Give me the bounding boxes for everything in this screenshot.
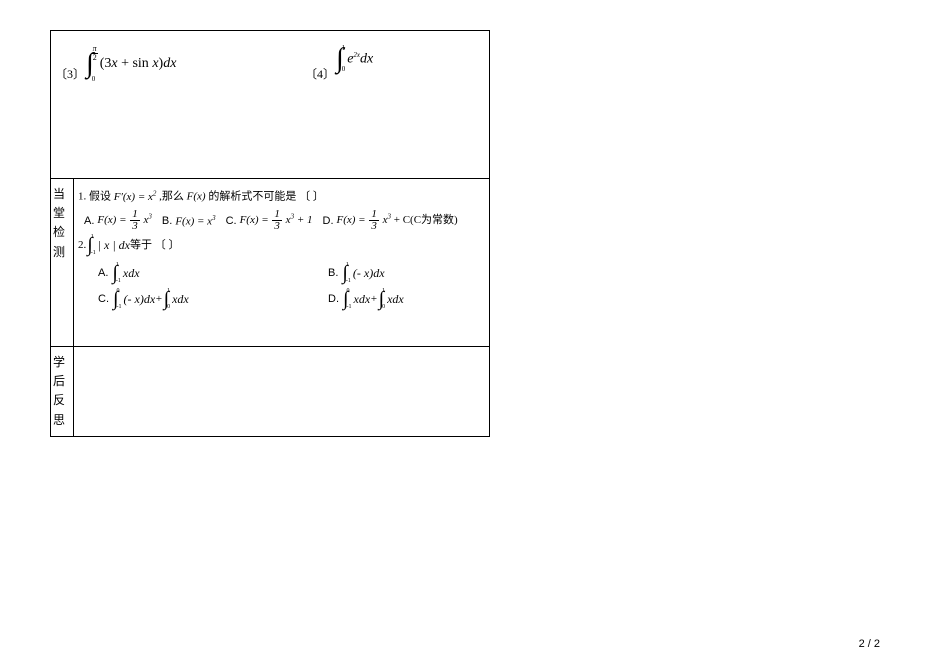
- q2-opt-a: A. ∫ 1-1 xdx: [98, 262, 328, 284]
- q2-opt-d: D. ∫ 0-1 xdx + ∫ 10 xdx: [328, 288, 485, 310]
- bot-side-label: 学后反思: [51, 347, 74, 437]
- reflection-cell: [74, 347, 490, 437]
- prob4-integral: ∫ 1 0 e2xdx: [335, 45, 373, 73]
- q1-opt-a: A. F(x) = 13 x3: [84, 209, 152, 232]
- prob3-label: 〔3〕: [55, 65, 85, 82]
- mid-side-label: 当堂检测: [51, 179, 74, 347]
- page-number: 2 / 2: [859, 638, 880, 650]
- prob4-label: 〔4〕: [305, 65, 335, 82]
- q2-stem: 2. ∫ 1-1 | x | dx 等于 〔 〕: [78, 232, 485, 258]
- q1-opt-d: D. F(x) = 13 x3 + C(C为常数): [323, 209, 458, 232]
- q2-options-ab: A. ∫ 1-1 xdx B. ∫ 1-1 (- x)dx: [98, 262, 485, 284]
- q2-opt-b: B. ∫ 1-1 (- x)dx: [328, 262, 485, 284]
- q1-options: A. F(x) = 13 x3 B. F(x) = x3 C. F(x) =: [84, 209, 485, 232]
- q1-opt-b: B. F(x) = x3: [162, 214, 216, 228]
- prob3-integral: ∫ π2 0 (3x + sin x)dx: [85, 45, 176, 83]
- quiz-cell: 1. 假设 F′(x) = x2 ,那么 F(x) 的解析式不可能是 〔 〕 A…: [74, 179, 490, 347]
- q2-opt-c: C. ∫ 0-1 (- x)dx + ∫ 10 xdx: [98, 288, 328, 310]
- q2-integral: ∫ 1-1 | x | dx: [86, 234, 130, 256]
- q1-stem: 1. 假设 F′(x) = x2 ,那么 F(x) 的解析式不可能是 〔 〕: [78, 185, 485, 209]
- problems-cell: 〔3〕 ∫ π2 0 (3x + sin x)dx 〔4〕: [51, 31, 490, 179]
- q1-opt-c: C. F(x) = 13 x3 + 1: [226, 209, 313, 232]
- worksheet-table: 〔3〕 ∫ π2 0 (3x + sin x)dx 〔4〕: [50, 30, 490, 437]
- q2-options-cd: C. ∫ 0-1 (- x)dx + ∫ 10 xdx D.: [98, 288, 485, 310]
